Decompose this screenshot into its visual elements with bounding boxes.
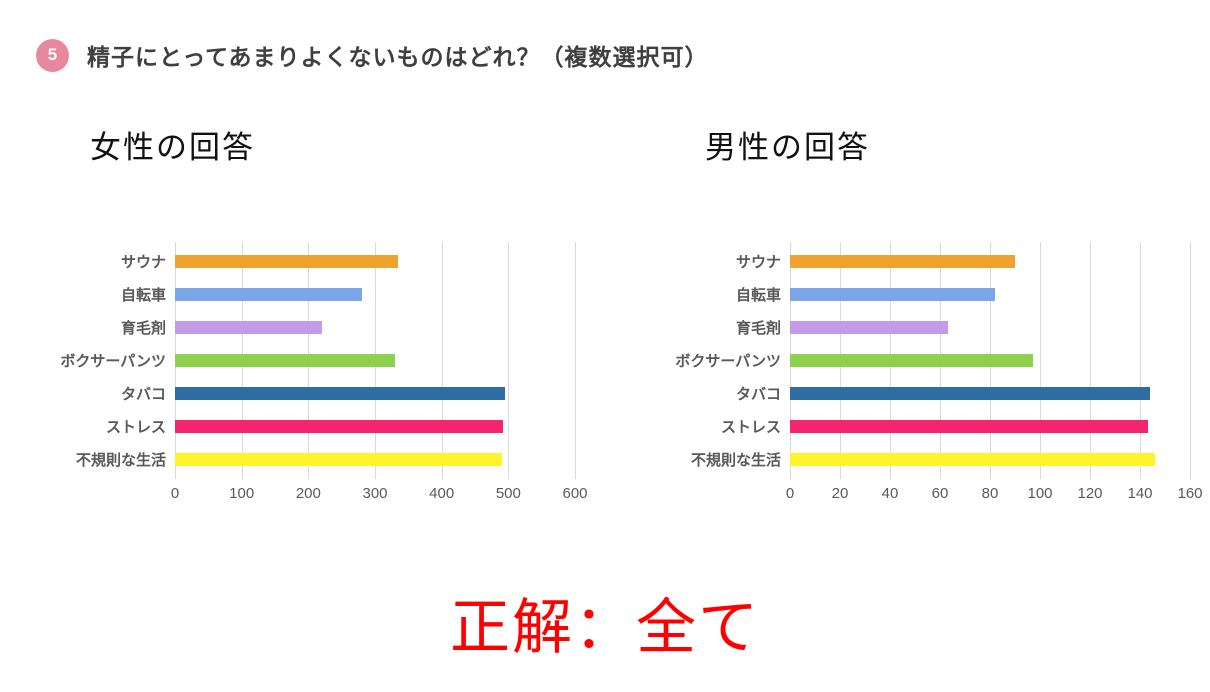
question-title: 精子にとってあまりよくないものはどれ？（複数選択可） (87, 44, 709, 70)
category-label: ストレス (720, 419, 781, 436)
gridline (1040, 242, 1041, 479)
x-tick-label: 200 (295, 485, 321, 502)
gridline (1090, 242, 1091, 479)
category-label: サウナ (120, 254, 166, 271)
category-label: 育毛剤 (120, 320, 166, 337)
category-label: サウナ (735, 254, 781, 271)
bar-row (790, 344, 1190, 377)
gridline (508, 242, 510, 479)
bar (790, 453, 1155, 466)
bar-row (790, 377, 1190, 410)
bar-row (175, 344, 575, 377)
bar-row (790, 245, 1190, 278)
bar-row (175, 278, 575, 311)
bar (175, 420, 503, 433)
bar (175, 255, 399, 268)
x-tick-label: 20 (831, 485, 849, 502)
category-label: 育毛剤 (735, 320, 781, 337)
charts-row: 女性の回答 サウナ自転車育毛剤ボクサーパンツタバコストレス不規則な生活 0 100… (0, 122, 1210, 507)
chart-body: サウナ自転車育毛剤ボクサーパンツタバコストレス不規則な生活 0 100 200 300… (60, 242, 588, 507)
bar (175, 453, 502, 466)
x-tick-label: 120 (1077, 485, 1103, 502)
x-tick-label: 0 (170, 485, 180, 502)
bar (790, 321, 948, 334)
bar (790, 255, 1015, 268)
category-labels: サウナ自転車育毛剤ボクサーパンツタバコストレス不規則な生活 (60, 245, 175, 476)
gridline (1140, 242, 1141, 479)
bar-row (175, 410, 575, 443)
x-tick-label: 80 (981, 485, 999, 502)
bar (175, 387, 505, 400)
bar (790, 288, 995, 301)
category-label: 不規則な生活 (75, 452, 166, 469)
x-tick-label: 0 (785, 485, 795, 502)
x-tick-label: 160 (1177, 485, 1203, 502)
chart-title-male: 男性の回答 (705, 130, 870, 165)
category-label: ボクサーパンツ (675, 353, 781, 370)
bar-row (790, 443, 1190, 476)
bar (790, 420, 1148, 433)
x-tick-label: 500 (495, 485, 521, 502)
chart-title-female: 女性の回答 (90, 130, 255, 165)
gridline (441, 242, 443, 479)
x-tick-label: 100 (229, 485, 255, 502)
chart-body: サウナ自転車育毛剤ボクサーパンツタバコストレス不規則な生活 0 20 40 60 80 1… (675, 242, 1203, 507)
bar (175, 321, 322, 334)
bar-row (790, 278, 1190, 311)
question-header: 5 精子にとってあまりよくないものはどれ？（複数選択可） (0, 0, 1210, 72)
category-label: 自転車 (120, 287, 166, 304)
bar-row (175, 443, 575, 476)
bar (175, 288, 362, 301)
gridline (1190, 242, 1191, 479)
x-tick-label: 100 (1027, 485, 1053, 502)
bar (790, 354, 1033, 367)
bar-row (175, 377, 575, 410)
x-axis-ticks: 0 20 40 60 80 100 120 140 160 (786, 485, 1203, 507)
x-tick-label: 600 (562, 485, 588, 502)
bar-row (790, 410, 1190, 443)
bar-row (175, 245, 575, 278)
chart-female-answers: 女性の回答 サウナ自転車育毛剤ボクサーパンツタバコストレス不規則な生活 0 100… (60, 122, 588, 507)
answer-text: 正解：全て (450, 595, 760, 661)
bar (175, 354, 395, 367)
x-tick-label: 140 (1127, 485, 1153, 502)
x-tick-label: 60 (931, 485, 949, 502)
x-tick-label: 400 (429, 485, 455, 502)
category-label: ボクサーパンツ (60, 353, 166, 370)
bar (790, 387, 1150, 400)
category-labels: サウナ自転車育毛剤ボクサーパンツタバコストレス不規則な生活 (675, 245, 790, 476)
x-tick-label: 40 (881, 485, 899, 502)
plot-area (790, 242, 1191, 479)
x-tick-label: 300 (362, 485, 388, 502)
category-label: タバコ (735, 386, 781, 403)
x-axis-ticks: 0 100 200 300 400 500 600 (171, 485, 588, 507)
bar-row (175, 311, 575, 344)
plot-area (175, 242, 576, 479)
question-number-badge: 5 (36, 38, 69, 72)
category-label: 不規則な生活 (690, 452, 781, 469)
category-label: ストレス (105, 419, 166, 436)
gridline (575, 242, 576, 479)
category-label: 自転車 (735, 287, 781, 304)
category-label: タバコ (120, 386, 166, 403)
bar-row (790, 311, 1190, 344)
chart-male-answers: 男性の回答 サウナ自転車育毛剤ボクサーパンツタバコストレス不規則な生活 0 20 4… (675, 122, 1203, 507)
